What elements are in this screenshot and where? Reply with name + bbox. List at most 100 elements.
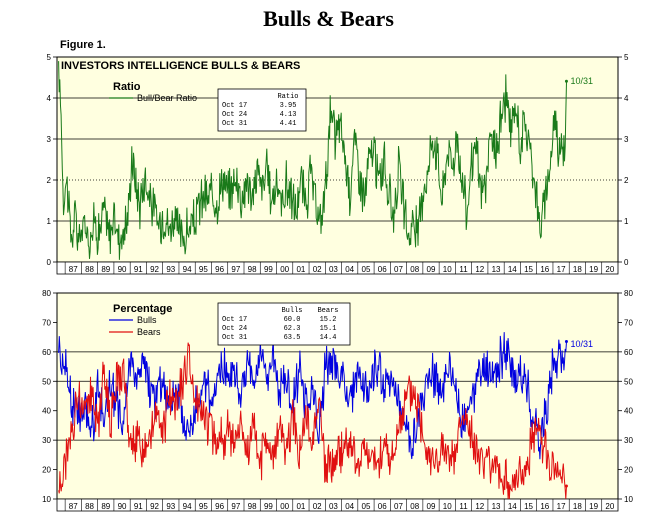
- x-tick-label: 15: [524, 265, 533, 274]
- x-tick-label: 93: [166, 502, 175, 511]
- y-tick-label-left: 30: [42, 436, 51, 445]
- figure-label: Figure 1.: [60, 39, 106, 51]
- x-tick-label: 92: [150, 502, 159, 511]
- x-tick-label: 03: [329, 502, 338, 511]
- x-tick-label: 92: [150, 265, 159, 274]
- y-tick-label-left: 40: [42, 407, 51, 416]
- x-tick-label: 17: [557, 265, 566, 274]
- x-tick-label: 09: [427, 265, 436, 274]
- x-tick-label: 87: [69, 265, 78, 274]
- data-table-cell: Oct 31: [222, 334, 247, 342]
- x-tick-label: 19: [589, 502, 598, 511]
- series-end-point: [564, 484, 568, 488]
- x-tick-label: 20: [605, 502, 614, 511]
- plot-area-1: [56, 56, 619, 263]
- x-tick-label: 06: [378, 502, 387, 511]
- x-tick-label: 88: [85, 502, 94, 511]
- data-table-cell: Oct 17: [222, 102, 247, 110]
- end-date-label: 10/31: [570, 339, 593, 349]
- x-tick-label: 04: [345, 265, 354, 274]
- series-line-bulls: [58, 332, 567, 460]
- x-tick-label: 89: [101, 265, 110, 274]
- x-tick-label: 00: [280, 502, 289, 511]
- data-table-cell: Oct 24: [222, 325, 247, 333]
- series-line-bull-bear-ratio: [58, 61, 567, 260]
- x-tick-label: 08: [410, 502, 419, 511]
- y-tick-label-left: 4: [47, 94, 52, 103]
- x-tick-label: 94: [183, 502, 192, 511]
- x-tick-label: 17: [557, 502, 566, 511]
- y-tick-label-left: 70: [42, 318, 51, 327]
- end-date-label: 10/31: [570, 76, 593, 86]
- y-tick-label-right: 4: [624, 94, 629, 103]
- y-tick-label-right: 40: [624, 407, 633, 416]
- x-tick-label: 99: [264, 502, 273, 511]
- x-tick-label: 20: [605, 265, 614, 274]
- x-tick-label: 10: [443, 502, 452, 511]
- y-tick-label-right: 1: [624, 217, 629, 226]
- x-tick-label: 98: [248, 502, 257, 511]
- x-tick-label: 89: [101, 502, 110, 511]
- y-tick-label-left: 1: [47, 217, 52, 226]
- page-title: Bulls & Bears: [263, 6, 394, 31]
- x-tick-label: 90: [118, 265, 127, 274]
- data-table-header: Bulls: [281, 307, 302, 315]
- series-end-point: [564, 79, 568, 83]
- x-tick-label: 99: [264, 265, 273, 274]
- x-tick-label: 95: [199, 502, 208, 511]
- x-tick-label: 19: [589, 265, 598, 274]
- x-tick-label: 88: [85, 265, 94, 274]
- x-tick-label: 01: [296, 265, 305, 274]
- x-tick-label: 97: [231, 502, 240, 511]
- legend-label: Bull/Bear Ratio: [137, 93, 197, 103]
- x-tick-label: 02: [313, 502, 322, 511]
- x-tick-label: 01: [296, 502, 305, 511]
- data-table-box: [217, 88, 307, 132]
- y-tick-label-right: 50: [624, 377, 633, 386]
- x-tick-label: 15: [524, 502, 533, 511]
- x-tick-label: 87: [69, 502, 78, 511]
- x-tick-label: 08: [410, 265, 419, 274]
- data-table-cell: 60.0: [284, 316, 301, 324]
- x-tick-label: 10: [443, 265, 452, 274]
- y-tick-label-right: 0: [624, 258, 629, 267]
- y-tick-label-right: 2: [624, 176, 629, 185]
- y-tick-label-right: 30: [624, 436, 633, 445]
- data-table-cell: 14.4: [320, 334, 337, 342]
- data-table-cell: 62.3: [284, 325, 301, 333]
- x-tick-label: 93: [166, 265, 175, 274]
- x-tick-label: 11: [459, 502, 468, 511]
- y-tick-label-left: 3: [47, 135, 52, 144]
- x-tick-label: 96: [215, 265, 224, 274]
- x-tick-label: 90: [118, 502, 127, 511]
- chart-subtitle: Ratio: [113, 81, 141, 93]
- data-table-cell: Oct 24: [222, 111, 247, 119]
- x-tick-label: 02: [313, 265, 322, 274]
- x-axis-strip: [56, 261, 619, 275]
- x-tick-label: 03: [329, 265, 338, 274]
- chart-subtitle: Percentage: [113, 303, 172, 315]
- x-tick-label: 14: [508, 265, 517, 274]
- data-table-header: Bears: [317, 307, 338, 315]
- data-table-cell: 15.2: [320, 316, 337, 324]
- y-tick-label-left: 5: [47, 53, 52, 62]
- y-tick-label-left: 60: [42, 348, 51, 357]
- y-tick-label-right: 10: [624, 495, 633, 504]
- x-tick-label: 05: [362, 265, 371, 274]
- y-tick-label-left: 10: [42, 495, 51, 504]
- x-tick-label: 13: [492, 502, 501, 511]
- data-table-header: Ratio: [277, 93, 298, 101]
- chart-title: INVESTORS INTELLIGENCE BULLS & BEARS: [61, 60, 300, 72]
- x-tick-label: 95: [199, 265, 208, 274]
- x-tick-label: 96: [215, 502, 224, 511]
- x-tick-label: 91: [134, 502, 143, 511]
- y-tick-label-left: 20: [42, 466, 51, 475]
- series-line-bears: [58, 342, 567, 499]
- x-tick-label: 06: [378, 265, 387, 274]
- data-table-cell: Oct 17: [222, 316, 247, 324]
- data-table-cell: 4.13: [280, 111, 297, 119]
- x-tick-label: 98: [248, 265, 257, 274]
- y-tick-label-left: 50: [42, 377, 51, 386]
- series-end-point: [564, 340, 568, 344]
